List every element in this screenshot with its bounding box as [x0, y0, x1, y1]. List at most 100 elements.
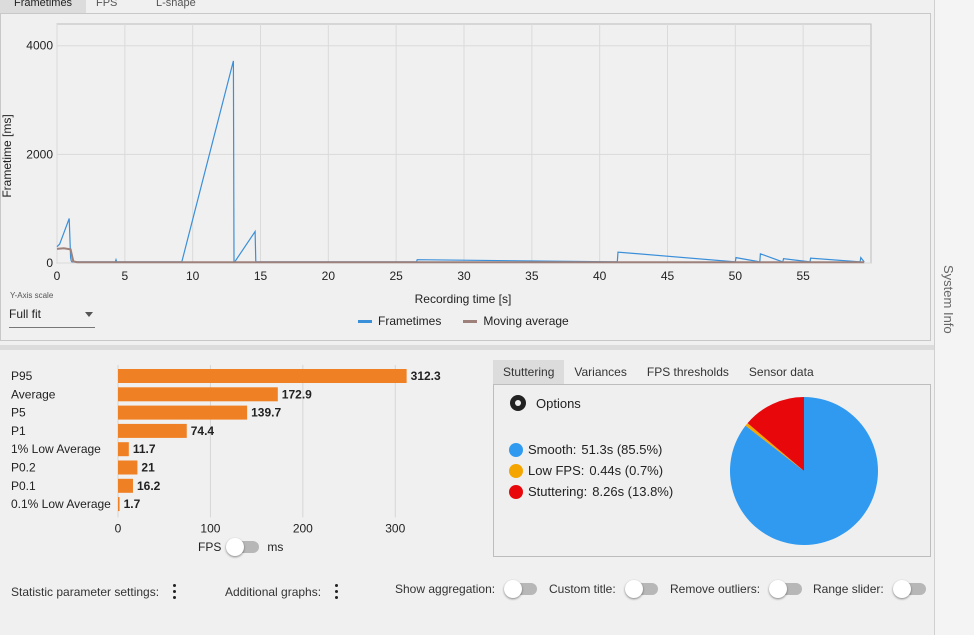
pie-slice — [747, 397, 804, 471]
tab-sensor-data[interactable]: Sensor data — [748, 365, 814, 379]
y-axis-scale-select[interactable]: Full fit — [9, 305, 95, 328]
chart-legend: Frametimes Moving average — [358, 314, 569, 328]
smooth-dot-icon — [509, 442, 523, 457]
pie-slice — [745, 423, 804, 471]
bar — [118, 387, 278, 402]
remove-outliers-toggle[interactable] — [769, 580, 803, 598]
bar — [118, 423, 187, 438]
x-tick-label: 35 — [525, 269, 539, 283]
statistic-settings-label: Statistic parameter settings: — [11, 584, 160, 599]
stuttering-panel: Options Smooth: 51.3s (85.5%) Low FPS: 0… — [493, 384, 931, 557]
x-tick-label: 0 — [115, 521, 122, 535]
bar-value-label: 172.9 — [282, 387, 312, 401]
tab-l-shape[interactable]: L-shape — [156, 0, 196, 9]
options-label: Options — [536, 395, 581, 411]
tab-variances[interactable]: Variances — [574, 365, 627, 379]
range-slider-toggle[interactable] — [892, 580, 926, 598]
additional-graphs[interactable]: Additional graphs: — [225, 584, 339, 599]
show-aggregation-toggle[interactable] — [504, 580, 538, 598]
tab-fps-thresholds[interactable]: FPS thresholds — [646, 365, 729, 379]
custom-title-toggle[interactable] — [624, 580, 658, 598]
remove-outliers: Remove outliers: — [670, 580, 803, 598]
y-tick-label: 0 — [46, 256, 53, 270]
toggle-knob — [892, 580, 911, 598]
tab-fps[interactable]: FPS — [96, 0, 118, 9]
bar-category-label: P5 — [11, 406, 26, 420]
x-tick-label: 25 — [389, 269, 403, 283]
toggle-knob — [624, 580, 643, 598]
toggle-knob — [504, 580, 523, 598]
y-tick-label: 2000 — [26, 147, 53, 161]
bar-category-label: Average — [11, 387, 56, 401]
fps-ms-toggle-group: FPS ms — [198, 538, 283, 556]
stutter-value: 51.3s (85.5%) — [581, 442, 663, 457]
x-tick-label: 200 — [293, 521, 313, 535]
frametime-chart: 0 5 10 15 20 25 30 35 40 45 50 55 0 2000 4000 Recordin… — [0, 23, 872, 306]
x-tick-label: 20 — [322, 269, 336, 283]
bottom-toolbar: Statistic parameter settings: Additional… — [0, 568, 934, 613]
bar-value-label: 74.4 — [191, 424, 215, 438]
additional-graphs-label: Additional graphs: — [225, 584, 322, 599]
bar-value-label: 11.7 — [133, 442, 156, 456]
legend-label: Moving average — [483, 314, 569, 328]
custom-title: Custom title: — [549, 580, 658, 598]
stutter-item-smooth: Smooth: 51.3s (85.5%) — [509, 442, 662, 457]
y-tick-label: 4000 — [26, 39, 53, 53]
bar-category-label: 1% Low Average — [11, 442, 101, 456]
x-tick-label: 55 — [796, 269, 810, 283]
stutter-label: Smooth: — [528, 442, 577, 457]
range-slider-label: Range slider: — [813, 582, 884, 596]
stutter-item-stuttering: Stuttering: 8.26s (13.8%) — [509, 484, 673, 499]
tab-stuttering[interactable]: Stuttering — [493, 360, 565, 384]
bar-value-label: 139.7 — [251, 406, 281, 420]
options-button[interactable]: Options — [510, 395, 581, 411]
show-aggregation: Show aggregation: — [395, 580, 538, 598]
chevron-down-icon — [85, 312, 93, 317]
bar-value-label: 16.2 — [137, 479, 161, 493]
more-vert-icon[interactable] — [335, 584, 339, 599]
stats-bar-chart: 0 100 200 300 P95 312.3 Average 172.9 P5 139.7 P1… — [11, 365, 441, 535]
x-tick-label: 50 — [729, 269, 743, 283]
pie-slice — [729, 397, 878, 545]
x-tick-label: 15 — [254, 269, 268, 283]
x-tick-label: 0 — [54, 269, 61, 283]
legend-swatch — [358, 319, 372, 323]
legend-item-moving-average[interactable]: Moving average — [463, 314, 569, 328]
gear-icon — [510, 395, 526, 411]
remove-outliers-label: Remove outliers: — [670, 582, 761, 596]
system-info-label: System Info — [941, 265, 956, 334]
bar-category-label: 0.1% Low Average — [11, 497, 111, 511]
bar — [118, 478, 133, 493]
bar — [118, 460, 138, 475]
x-tick-label: 45 — [661, 269, 675, 283]
x-tick-label: 300 — [385, 521, 405, 535]
x-tick-label: 100 — [200, 521, 220, 535]
stuttering-dot-icon — [509, 484, 523, 499]
x-tick-label: 40 — [593, 269, 607, 283]
bar — [118, 369, 407, 383]
statistic-settings[interactable]: Statistic parameter settings: — [11, 584, 177, 599]
bar — [118, 442, 129, 457]
y-axis-title: Frametime [ms] — [0, 114, 14, 197]
legend-label: Frametimes — [378, 314, 442, 328]
stutter-item-low-fps: Low FPS: 0.44s (0.7%) — [509, 463, 663, 478]
analysis-tabs: Stuttering Variances FPS thresholds Sens… — [493, 360, 824, 384]
range-slider: Range slider: — [813, 580, 926, 598]
toggle-knob — [226, 538, 245, 556]
low-fps-dot-icon — [509, 463, 523, 478]
legend-item-frametimes[interactable]: Frametimes — [358, 314, 441, 328]
panel-divider[interactable] — [0, 345, 934, 350]
fps-ms-toggle[interactable] — [226, 538, 260, 556]
tab-frametimes[interactable]: Frametimes — [0, 0, 87, 13]
more-vert-icon[interactable] — [173, 584, 177, 599]
bar-category-label: P1 — [11, 424, 26, 438]
show-aggregation-label: Show aggregation: — [395, 582, 496, 596]
x-tick-label: 10 — [186, 269, 200, 283]
y-axis-scale-value: Full fit — [9, 307, 42, 321]
system-info-sidebar[interactable]: System Info — [934, 0, 974, 635]
custom-title-label: Custom title: — [549, 582, 616, 596]
tab-bar: Frametimes FPS L-shape — [0, 0, 934, 13]
y-axis-scale-label: Y-Axis scale — [10, 291, 54, 300]
moving-average-series-line — [56, 247, 865, 264]
stutter-label: Low FPS: — [528, 463, 585, 478]
